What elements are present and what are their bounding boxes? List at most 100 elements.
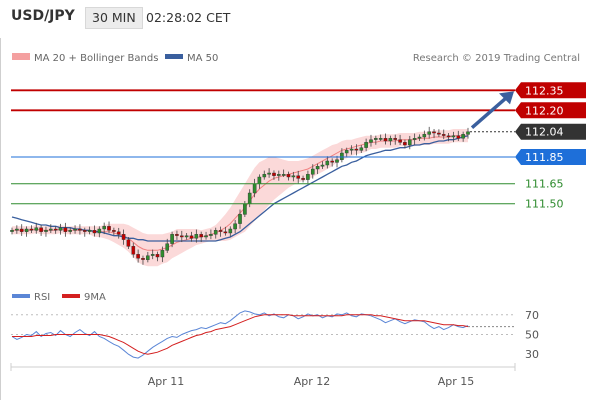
candle <box>437 132 441 135</box>
candle <box>364 142 368 148</box>
rsi-panel: 70 50 30 <box>11 309 539 361</box>
legend-swatch-ma50 <box>165 54 183 59</box>
x-axis: Apr 11 Apr 12 Apr 15 <box>10 363 516 388</box>
candle <box>451 135 456 138</box>
symbol-title: USD/JPY <box>11 8 75 24</box>
candle <box>306 174 310 180</box>
candle <box>223 231 228 234</box>
legend-swatch-ma20 <box>12 53 30 60</box>
candle <box>388 138 393 142</box>
candle <box>272 172 276 176</box>
candle <box>466 131 470 135</box>
candle <box>344 150 349 154</box>
candle <box>262 174 267 178</box>
candle <box>107 226 111 231</box>
candle <box>238 214 242 224</box>
candle <box>24 228 29 232</box>
arrow-up-right-icon <box>499 91 514 105</box>
level-label-111-65: 111.65 <box>525 178 564 191</box>
candle <box>340 152 344 160</box>
candle <box>403 142 407 146</box>
candle <box>456 135 461 139</box>
levels-layer: 112.35 112.20 112.04 111.85 111.65 111.50 <box>11 82 586 211</box>
candle <box>15 228 19 231</box>
timeframe-badge[interactable]: 30 MIN <box>85 7 143 29</box>
time-label: 02:28:02 CET <box>146 10 231 25</box>
candle <box>257 176 262 184</box>
candle <box>87 230 92 232</box>
candle <box>131 246 136 255</box>
candle <box>68 230 72 232</box>
credit-text: Research © 2019 Trading Central <box>413 53 580 64</box>
candle <box>194 234 199 239</box>
candle <box>267 172 271 175</box>
level-label-112-35: 112.35 <box>525 84 564 97</box>
candle <box>374 138 378 140</box>
candle <box>291 175 296 178</box>
candle <box>427 131 432 135</box>
candle <box>184 235 189 238</box>
legend-label-ma50: MA 50 <box>187 53 218 64</box>
candle <box>160 250 165 258</box>
bollinger-band <box>12 129 468 267</box>
candle <box>247 192 252 204</box>
candle <box>325 160 330 166</box>
candle <box>393 138 398 140</box>
chart-frame <box>0 38 590 400</box>
x-tick-label-apr12: Apr 12 <box>294 375 331 388</box>
candle <box>354 148 359 151</box>
trend-arrow-shaft <box>470 95 510 129</box>
candle <box>461 134 465 139</box>
candle <box>398 139 402 143</box>
level-label-111-85: 111.85 <box>525 151 564 164</box>
candle <box>145 255 150 260</box>
candle <box>243 203 247 215</box>
candle <box>412 138 417 140</box>
candle <box>141 258 145 260</box>
rsi-tick-label-70: 70 <box>525 309 539 322</box>
candle <box>170 234 174 244</box>
candle <box>82 230 87 232</box>
candle <box>155 254 160 258</box>
legend-label-rsi: RSI <box>34 292 50 303</box>
candle <box>73 228 77 231</box>
candle <box>78 228 82 231</box>
level-label-112-20: 112.20 <box>525 104 564 117</box>
level-tag-112-35 <box>515 82 586 99</box>
rsi-tick-label-50: 50 <box>525 329 539 342</box>
price-panel <box>10 126 470 267</box>
candle <box>126 239 131 247</box>
x-tick-label-apr15: Apr 15 <box>438 375 475 388</box>
chart-header: USD/JPY 30 MIN 02:28:02 CET <box>0 0 590 36</box>
legend-swatch-rsi <box>12 294 30 298</box>
candle <box>378 138 383 140</box>
candle <box>349 148 354 151</box>
candle <box>63 227 68 232</box>
candle <box>228 228 233 234</box>
candle <box>179 235 184 238</box>
price-legend: MA 20 + Bollinger Bands MA 50 <box>12 53 218 64</box>
candle <box>233 223 237 230</box>
candle <box>44 230 48 232</box>
candle <box>97 228 102 234</box>
candle <box>92 230 97 234</box>
candle <box>252 183 257 194</box>
candle <box>359 147 364 151</box>
legend-swatch-9ma <box>62 294 80 298</box>
candle <box>369 139 373 143</box>
level-tag-112-20 <box>515 102 586 119</box>
level-tag-111-85 <box>515 149 586 165</box>
rsi-legend: RSI 9MA <box>12 292 106 303</box>
candle <box>10 230 14 232</box>
candle <box>116 231 121 235</box>
candle <box>383 138 388 142</box>
legend-label-9ma: 9MA <box>84 292 106 303</box>
legend-label-ma20: MA 20 + Bollinger Bands <box>34 53 158 64</box>
candle <box>49 228 53 231</box>
candle <box>330 160 335 163</box>
rsi-ma-line <box>12 314 469 355</box>
candle <box>286 174 291 178</box>
candle <box>296 175 301 179</box>
candle <box>335 159 339 163</box>
